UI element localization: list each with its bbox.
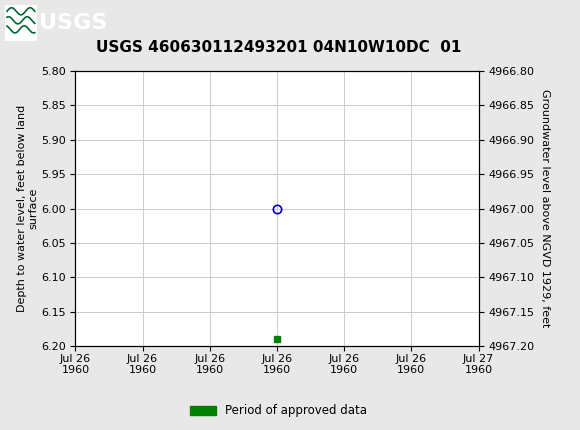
- Y-axis label: Groundwater level above NGVD 1929, feet: Groundwater level above NGVD 1929, feet: [540, 89, 550, 328]
- Text: USGS 460630112493201 04N10W10DC  01: USGS 460630112493201 04N10W10DC 01: [96, 40, 461, 55]
- Bar: [5, 4, 37, 41]
- Y-axis label: Depth to water level, feet below land
surface: Depth to water level, feet below land su…: [17, 105, 38, 312]
- Legend: Period of approved data: Period of approved data: [185, 399, 372, 422]
- Text: USGS: USGS: [39, 12, 108, 33]
